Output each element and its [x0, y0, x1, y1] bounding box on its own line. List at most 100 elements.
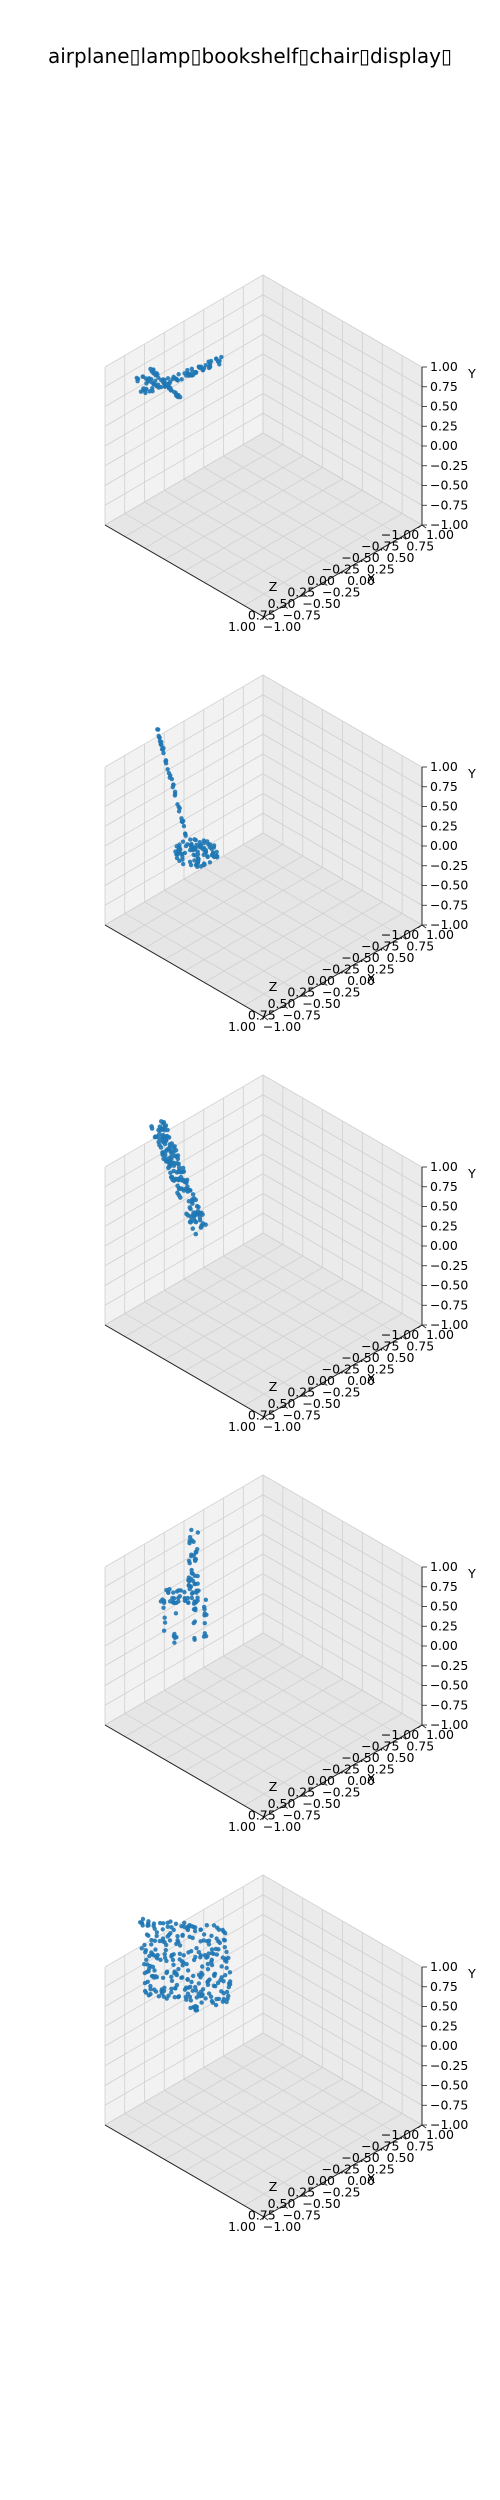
- x-axis-label: X: [367, 971, 376, 986]
- scatter-point: [176, 1177, 181, 1182]
- scatter-point: [149, 1124, 154, 1129]
- scatter-point: [184, 1998, 188, 2002]
- y-tick-label: −0.75: [430, 1297, 468, 1312]
- scatter-point: [195, 1995, 199, 1999]
- scatter-point: [182, 1953, 186, 1957]
- scatter-point: [189, 1214, 194, 1219]
- scatter-point: [205, 1923, 209, 1927]
- scatter-point: [171, 1590, 175, 1594]
- scatter-point: [175, 1589, 179, 1593]
- scatter-point: [188, 1587, 192, 1591]
- scatter-point: [166, 383, 170, 387]
- scatter-point: [194, 1946, 198, 1950]
- y-axis-label: Y: [467, 766, 476, 781]
- y-tick-label: −0.50: [430, 1678, 468, 1693]
- scatter-point: [175, 851, 179, 855]
- scatter-point: [160, 1150, 165, 1155]
- y-tick-label: 1.00: [430, 759, 458, 774]
- scatter-point: [197, 1973, 201, 1977]
- y-tick-label: 0.25: [430, 1618, 458, 1633]
- scatter-point: [188, 1205, 193, 1210]
- y-tick-label: 1.00: [430, 359, 458, 374]
- scatter-point: [197, 366, 201, 370]
- scatter-point: [202, 1932, 206, 1936]
- scatter-point: [163, 1620, 167, 1624]
- scatter-point: [171, 1963, 175, 1967]
- scatter-point: [216, 1939, 220, 1943]
- scatter-point: [161, 1927, 165, 1931]
- subplot-3d-bookshelf: 1.000.750.500.250.00−0.25−0.50−0.75−1.00…: [105, 1075, 476, 1434]
- scatter-point: [219, 355, 223, 359]
- scatter-point: [161, 1976, 165, 1980]
- scatter-point: [210, 1999, 214, 2003]
- scatter-point: [194, 1550, 198, 1554]
- scatter-point: [167, 1587, 171, 1591]
- y-tick-label: 1.00: [430, 1559, 458, 1574]
- scatter-point: [138, 1920, 142, 1924]
- scatter-point: [183, 1596, 187, 1600]
- scatter-point: [189, 1998, 193, 2002]
- scatter-point: [167, 1164, 172, 1169]
- scatter-point: [170, 1177, 175, 1182]
- scatter-point: [188, 860, 192, 864]
- subplot-3d-display: 1.000.750.500.250.00−0.25−0.50−0.75−1.00…: [105, 1875, 476, 2234]
- scatter-point: [135, 376, 139, 380]
- scatter-point: [177, 393, 181, 397]
- scatter-point: [207, 366, 211, 370]
- z-axis-label: Z: [269, 979, 278, 994]
- scatter-point: [183, 832, 187, 836]
- scatter-point: [219, 1964, 223, 1968]
- scatter-point: [191, 1210, 196, 1215]
- scatter-point: [186, 1968, 190, 1972]
- scatter-point: [221, 1999, 225, 2003]
- scatter-point: [178, 1957, 182, 1961]
- scatter-point: [210, 1958, 214, 1962]
- scatter-point: [186, 1991, 190, 1995]
- scatter-point: [163, 1956, 167, 1960]
- scatter-point: [177, 1168, 182, 1173]
- scatter-point: [151, 367, 155, 371]
- scatter-point: [226, 1994, 230, 1998]
- scatter-point: [157, 735, 161, 739]
- scatter-point: [195, 1596, 199, 1600]
- scatter-point: [202, 862, 206, 866]
- scatter-point: [203, 1953, 207, 1957]
- scatter-point: [144, 1948, 148, 1952]
- z-axis-label: Z: [269, 2179, 278, 2194]
- subplot-3d-airplane: 1.000.750.500.250.00−0.25−0.50−0.75−1.00…: [105, 275, 476, 634]
- scatter-point: [169, 388, 173, 392]
- scatter-point: [156, 383, 160, 387]
- x-axis-label: X: [367, 1371, 376, 1386]
- scatter-point: [228, 1970, 232, 1974]
- scatter-point: [162, 1616, 166, 1620]
- scatter-point: [203, 1996, 207, 2000]
- scatter-point: [186, 1601, 190, 1605]
- scatter-point: [175, 802, 179, 806]
- scatter-point: [214, 1997, 218, 2001]
- scatter-point: [165, 1934, 169, 1938]
- scatter-point: [189, 1949, 193, 1953]
- y-tick-label: 0.50: [430, 799, 458, 814]
- scatter-point: [199, 843, 203, 847]
- y-axis-label: Y: [467, 1166, 476, 1181]
- scatter-point: [148, 1992, 152, 1996]
- y-tick-label: 0.75: [430, 1179, 458, 1194]
- scatter-point: [181, 840, 185, 844]
- y-tick-label: 0.00: [430, 438, 458, 453]
- scatter-point: [171, 785, 175, 789]
- scatter-point: [173, 1986, 177, 1990]
- scatter-point: [192, 1636, 196, 1640]
- scatter-point: [150, 389, 154, 393]
- scatter-point: [181, 862, 185, 866]
- scatter-point: [187, 1559, 191, 1563]
- scatter-point: [179, 377, 183, 381]
- y-tick-label: 1.00: [430, 1159, 458, 1174]
- scatter-point: [225, 1990, 229, 1994]
- scatter-point: [182, 1590, 186, 1594]
- y-tick-label: 0.25: [430, 818, 458, 833]
- y-tick-label: −0.75: [430, 497, 468, 512]
- z-axis-label: Z: [269, 1379, 278, 1394]
- scatter-point: [166, 1146, 171, 1151]
- scatter-point: [196, 1588, 200, 1592]
- scatter-point: [176, 1967, 180, 1971]
